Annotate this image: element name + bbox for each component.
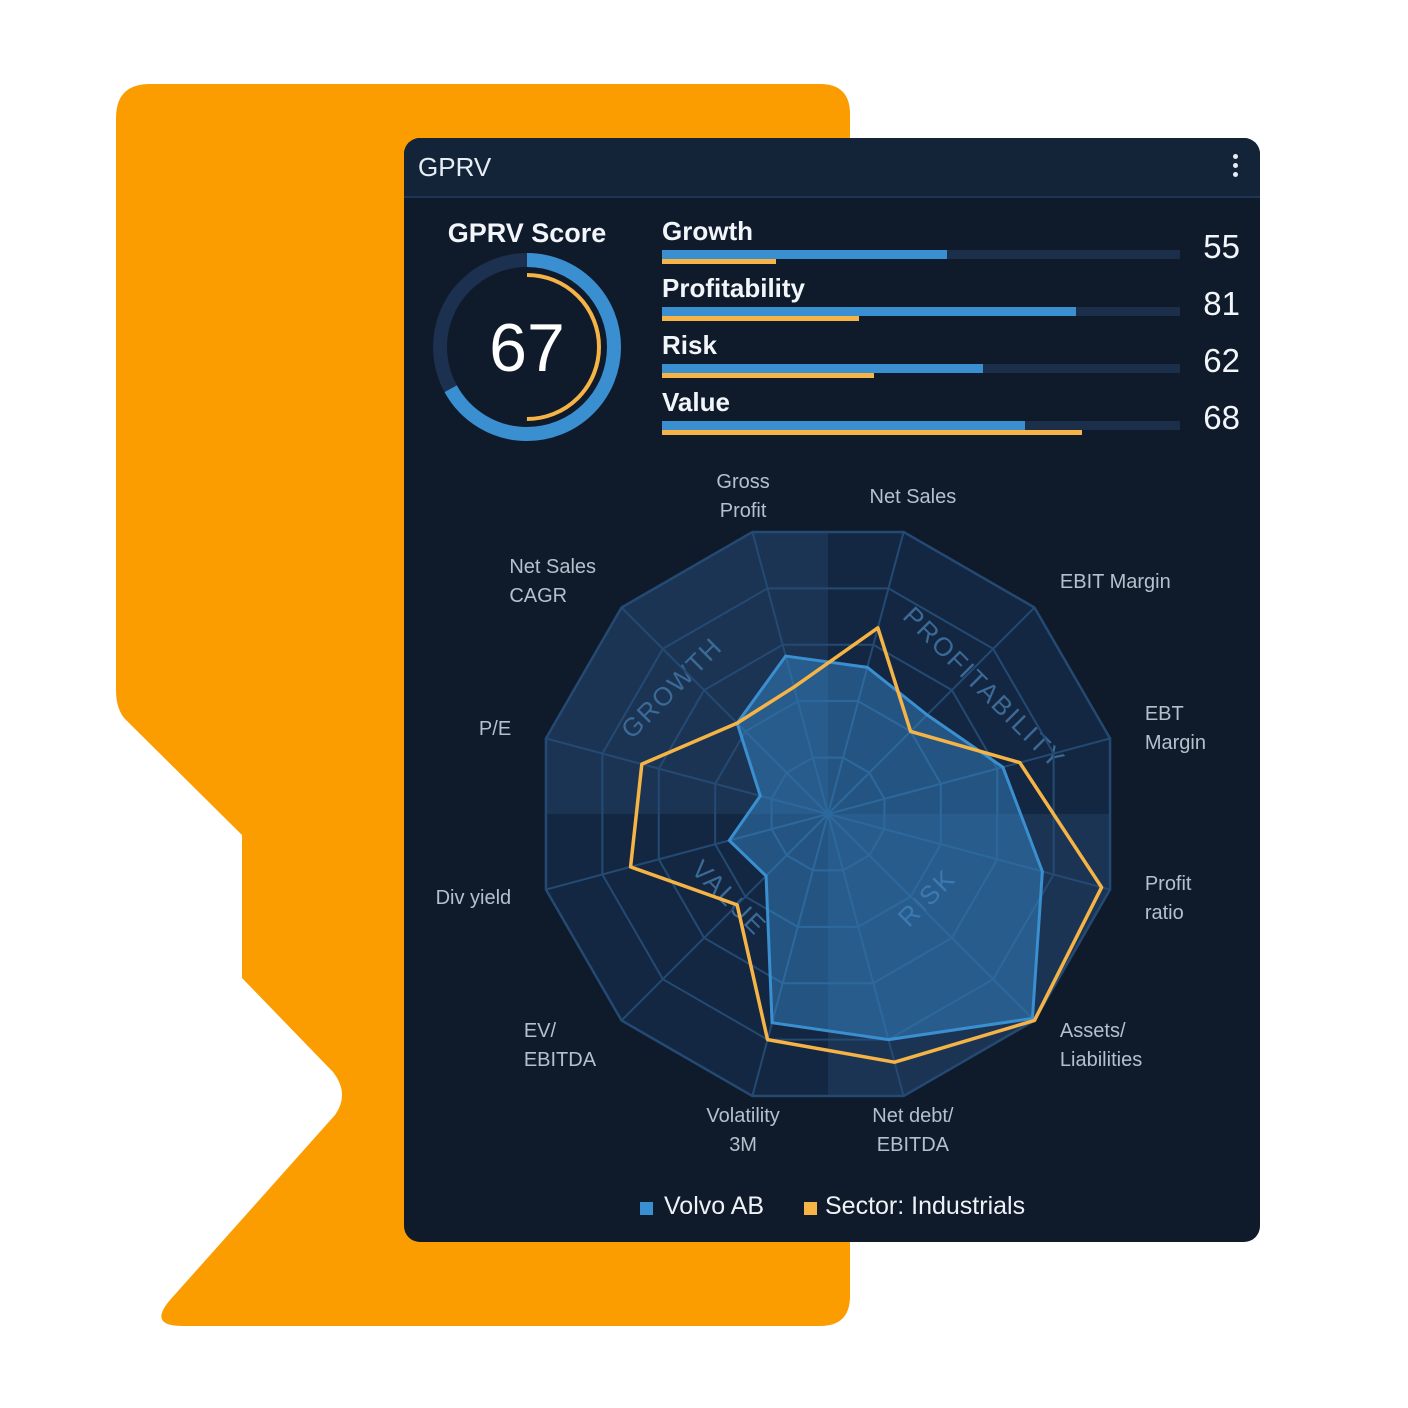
radar-spoke (827, 606, 1036, 815)
radar-spoke (620, 813, 829, 1022)
radar-spoke (545, 813, 829, 891)
radar-axis-label: Net Sales (869, 485, 957, 508)
radar-axis-label: EV/ EBITDA (523, 1019, 597, 1071)
metric-sector-bar (662, 373, 875, 378)
gauge-company-arc (433, 253, 621, 441)
radar-spoke (827, 813, 905, 1097)
legend-sector-label[interactable]: Sector: Industrials (825, 1192, 1026, 1220)
radar-spoke (827, 813, 1036, 1022)
radar-axis-label: Div yield (435, 887, 512, 910)
metric-label: Risk (662, 330, 717, 360)
metric-value: 68 (1203, 399, 1240, 436)
legend-sector-swatch (804, 1202, 817, 1215)
metric-value: 62 (1203, 342, 1240, 379)
widget-header: GPRV (404, 138, 1260, 198)
metric-bar-track (662, 364, 1180, 373)
metric-bar-track (662, 421, 1180, 430)
legend-company-label[interactable]: Volvo AB (664, 1192, 765, 1220)
more-vertical-icon[interactable] (1224, 150, 1246, 184)
legend: Volvo AB Sector: Industrials (404, 1192, 1260, 1224)
radar-spoke (827, 737, 1111, 815)
metric-label: Growth (662, 216, 753, 246)
radar-axis-label: Net debt/ EBITDA (872, 1104, 954, 1156)
radar-spoke (751, 813, 829, 1097)
metric-company-bar (662, 250, 947, 259)
metric-value: 81 (1203, 285, 1240, 322)
widget-title: GPRV (418, 152, 492, 182)
radar-axis-label: EBT Margin (1144, 703, 1206, 755)
gprv-widget: GPRV GPRV Score 67 Growth 55 Profitability… (404, 138, 1260, 1242)
gauge-sector-arc (453, 273, 601, 421)
radar-axis-label: Profit ratio (1144, 872, 1192, 924)
metric-sector-bar (662, 316, 859, 321)
metric-label: Profitability (662, 273, 806, 303)
radar-spoke (827, 531, 905, 815)
score-value: 67 (489, 310, 565, 386)
radar-spoke (620, 606, 829, 815)
metric-company-bar (662, 421, 1025, 430)
score-gauge: 67 (433, 253, 621, 441)
metric-bar-track (662, 250, 1180, 259)
metric-sector-bar (662, 430, 1082, 435)
legend-company-swatch (640, 1202, 653, 1215)
radar-spoke (751, 531, 829, 815)
radar-spoke (827, 813, 1111, 891)
radar-axis-label: Gross Profit (716, 471, 770, 523)
metric-label: Value (662, 387, 730, 417)
metric-value: 55 (1203, 228, 1240, 265)
metric-company-bar (662, 364, 984, 373)
score-title: GPRV Score (447, 218, 607, 248)
radar-axis-label: Net Sales CAGR (509, 556, 597, 608)
metric-bar-track (662, 307, 1180, 316)
radar-spoke (545, 737, 829, 815)
metric-sector-bar (662, 259, 776, 264)
radar-axis-label: EBIT Margin (1059, 570, 1171, 593)
metric-company-bar (662, 307, 1077, 316)
radar-axis-label: P/E (478, 717, 512, 740)
radar-axis-label: Volatility 3M (706, 1104, 780, 1156)
sector-series (628, 626, 1104, 1064)
radar-axis-label: Assets/ Liabilities (1059, 1019, 1143, 1071)
